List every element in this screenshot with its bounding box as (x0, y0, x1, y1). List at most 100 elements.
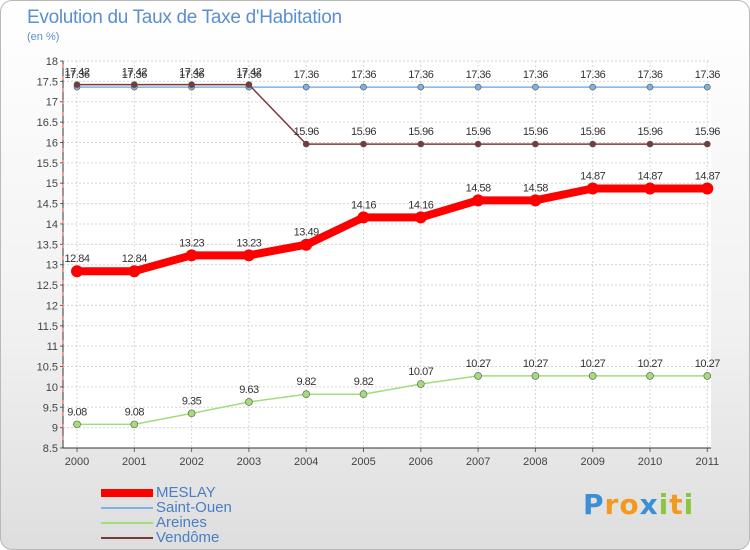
data-label: 10.27 (695, 358, 720, 370)
y-tick-label: 14.5 (37, 199, 58, 211)
data-point (130, 420, 139, 429)
series-meslay: 12.84 12.84 13.23 13.23 13.49 14.16 14.16 14.58… (64, 171, 721, 278)
data-point (414, 211, 427, 224)
data-label: 9.08 (125, 406, 145, 418)
data-label: 17.36 (294, 69, 319, 81)
x-tick-label: 2007 (466, 456, 490, 468)
data-label: 17.42 (236, 67, 261, 79)
y-tick-label: 10 (46, 382, 58, 394)
x-tick-label: 2009 (580, 456, 604, 468)
x-tick-label: 2006 (409, 456, 433, 468)
x-tick-label: 2002 (179, 456, 203, 468)
data-label: 9.08 (67, 406, 87, 418)
y-tick-label: 11 (47, 341, 58, 353)
y-tick-label: 11.5 (37, 321, 58, 333)
data-point (532, 83, 539, 91)
data-label: 14.16 (408, 199, 433, 211)
logo-letter: i (683, 488, 695, 521)
proxiti-logo: Proxiti (583, 488, 694, 521)
data-label: 17.36 (580, 69, 605, 81)
data-point (532, 140, 539, 148)
x-tick-label: 2010 (638, 456, 662, 468)
series-line (76, 83, 709, 145)
data-point (703, 140, 711, 148)
data-point (588, 372, 597, 380)
data-label: 15.96 (466, 126, 491, 138)
data-point (128, 265, 141, 278)
data-label: 12.84 (122, 253, 147, 265)
data-label: 14.87 (695, 171, 720, 183)
x-tick-label: 2003 (237, 456, 261, 468)
y-tick-label: 13.5 (37, 239, 58, 251)
data-label: 10.27 (580, 358, 605, 370)
y-tick-label: 15.5 (37, 158, 58, 170)
data-label: 14.87 (580, 171, 605, 183)
x-tick-label: 2004 (294, 456, 318, 468)
series-areines: 9.08 9.08 9.35 9.63 9.82 9.82 10.07 10.27 10.27 1… (67, 358, 721, 429)
data-label: 14.58 (466, 182, 491, 194)
y-tick-label: 9 (52, 423, 58, 435)
data-label: 17.42 (122, 67, 147, 79)
legend-swatch (101, 522, 153, 524)
data-point (242, 249, 255, 262)
data-label: 17.36 (637, 69, 662, 81)
x-tick-label: 2005 (351, 456, 375, 468)
legend-label: MESLAY (156, 484, 216, 501)
y-tick-label: 14 (46, 219, 58, 231)
data-point (586, 182, 599, 195)
x-tick-label: 2008 (523, 456, 547, 468)
data-label: 9.35 (182, 395, 202, 407)
data-label: 15.96 (523, 126, 548, 138)
logo-letter: r (604, 488, 620, 521)
data-point (245, 398, 253, 406)
data-label: 9.82 (354, 376, 374, 388)
logo-letter: o (619, 488, 640, 521)
legend-label: Vendôme (156, 529, 220, 546)
y-tick-label: 8.5 (43, 443, 58, 455)
y-tick-label: 12 (46, 300, 58, 312)
data-point (359, 390, 368, 399)
data-label: 14.16 (351, 199, 376, 211)
data-point (416, 380, 425, 388)
data-label: 15.96 (294, 126, 319, 138)
data-point (646, 140, 654, 148)
data-label: 17.36 (236, 69, 261, 81)
chart-title: Evolution du Taux de Taxe d'Habitation (27, 7, 342, 28)
data-label: 10.27 (637, 358, 662, 370)
logo-letter: x (639, 488, 659, 521)
data-label: 10.07 (408, 366, 433, 378)
y-tick-label: 12.5 (37, 280, 58, 292)
data-label: 17.36 (122, 69, 147, 81)
data-point (302, 83, 310, 91)
data-point (357, 211, 370, 224)
data-point (131, 81, 138, 88)
data-point (417, 140, 425, 148)
y-tick-label: 10.5 (37, 362, 58, 374)
series-line (73, 184, 712, 276)
data-point (185, 249, 198, 262)
legend-label: Saint-Ouen (156, 499, 232, 516)
data-label: 10.27 (523, 358, 548, 370)
data-point (589, 83, 597, 91)
data-point (245, 81, 253, 88)
legend-label: Areines (156, 514, 207, 531)
data-label: 17.36 (695, 69, 720, 81)
data-point (529, 194, 542, 207)
series-vend-me: 17.42 17.42 17.42 17.42 15.96 15.96 15.96 15.96… (64, 67, 721, 148)
data-point (474, 140, 482, 148)
legend-swatch (101, 489, 153, 497)
x-tick-label: 2001 (122, 456, 146, 468)
data-label: 17.36 (64, 69, 89, 81)
series-line (76, 375, 709, 426)
data-label: 17.36 (179, 69, 204, 81)
data-label: 15.96 (580, 126, 605, 138)
data-label: 12.84 (64, 253, 89, 265)
data-point (71, 265, 83, 278)
data-point (646, 83, 654, 91)
data-label: 14.87 (637, 171, 662, 183)
y-tick-label: 17.5 (37, 76, 58, 88)
data-point (531, 372, 540, 380)
data-point (73, 420, 81, 429)
data-point (472, 194, 485, 207)
data-label: 14.58 (523, 182, 548, 194)
